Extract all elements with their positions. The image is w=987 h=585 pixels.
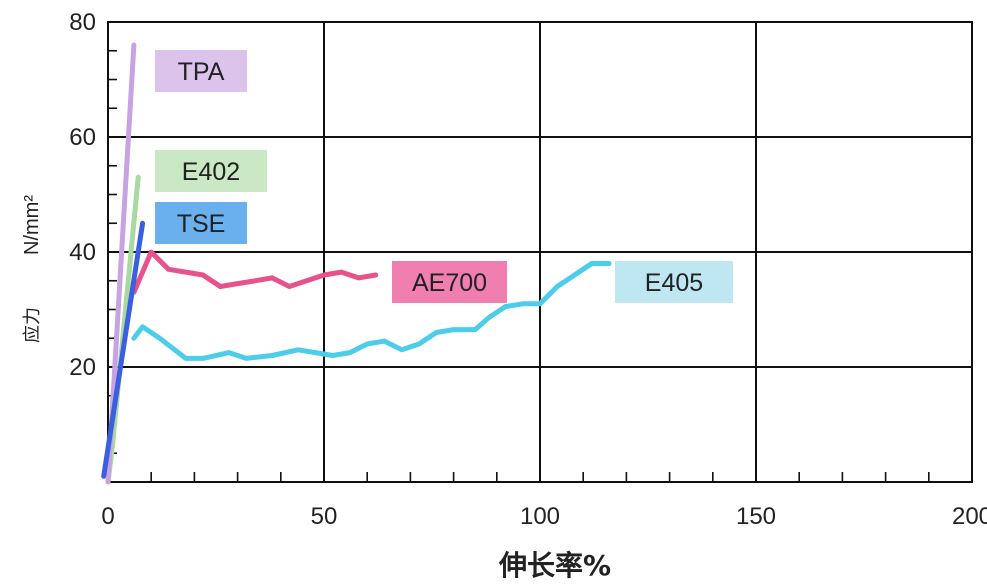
x-tick-labels: 0 50 100 150 200 — [101, 503, 987, 530]
series-label-bg — [615, 261, 733, 303]
y-tick-labels: 20 40 60 80 — [69, 9, 96, 381]
series-line-tse — [101, 220, 146, 479]
x-axis-label: 伸长率% — [498, 549, 611, 582]
x-tick-label: 50 — [311, 503, 338, 530]
x-tick-label: 150 — [736, 503, 776, 530]
minor-ticks — [107, 21, 973, 483]
y-tick-label: 40 — [69, 239, 96, 266]
series-label-e405: E405 — [615, 261, 733, 303]
series-label-bg — [392, 261, 507, 303]
series-label-e402: E402 — [155, 150, 267, 192]
series-line-ae700 — [131, 249, 379, 295]
series-label-tse: TSE — [155, 202, 247, 244]
series-label-bg — [155, 150, 267, 192]
series-labels: TPA E402 TSE AE700 E405 — [155, 50, 733, 303]
x-tick-label: 100 — [520, 503, 560, 530]
series-line-e405 — [131, 261, 612, 361]
y-axis-label-unit: N/mm² — [21, 195, 43, 255]
series-label-text: E405 — [645, 269, 703, 297]
y-axis-label-quantity: 应力 — [22, 307, 43, 343]
series-label-text: TSE — [177, 210, 226, 238]
y-tick-label: 60 — [69, 124, 96, 151]
series-label-bg — [155, 50, 247, 92]
series-label-ae700: AE700 — [392, 261, 507, 303]
series-lines — [101, 42, 612, 485]
x-tick-label: 200 — [952, 503, 987, 530]
y-axis-label: 应力 N/mm² — [21, 195, 43, 343]
y-tick-label: 20 — [69, 354, 96, 381]
x-tick-label: 0 — [101, 503, 114, 530]
series-label-text: AE700 — [412, 269, 487, 297]
series-label-tpa: TPA — [155, 50, 247, 92]
grid-lines — [108, 22, 972, 482]
series-label-text: TPA — [178, 58, 225, 86]
series-label-text: E402 — [182, 158, 240, 186]
y-tick-label: 80 — [69, 9, 96, 36]
series-label-bg — [155, 202, 247, 244]
